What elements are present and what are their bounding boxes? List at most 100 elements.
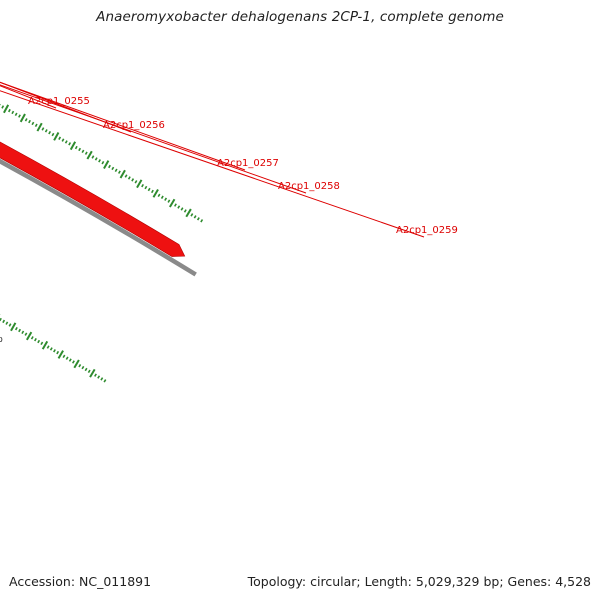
tick-mark-outer [74, 145, 78, 150]
tick-mark-outer [124, 174, 128, 178]
tick-mark-scale [103, 379, 107, 383]
gene-leader-line [0, 85, 57, 109]
tick-mark-outer [190, 213, 194, 217]
tick-mark-outer [131, 178, 135, 182]
tick-mark-outer [136, 179, 143, 189]
tick-mark-scale [100, 377, 104, 381]
tick-mark-scale [46, 345, 50, 349]
tick-mark-scale [25, 331, 33, 341]
tick-mark-scale [62, 354, 66, 359]
tick-mark-outer [119, 169, 126, 179]
tick-mark-outer [174, 203, 177, 207]
tick-mark-outer [86, 150, 93, 160]
tick-mark-outer [31, 121, 35, 126]
gene-label-A2cp1_0255[interactable]: A2cp1_0255 [28, 96, 90, 107]
tick-mark-scale [34, 337, 37, 342]
tick-mark-outer [24, 118, 28, 122]
backbone [0, 158, 197, 277]
tick-mark-outer [98, 159, 101, 163]
tick-mark-scale [78, 364, 82, 368]
accession-text: Accession: NC_011891 [9, 574, 152, 589]
tick-mark-outer [127, 176, 131, 180]
tick-mark-outer [58, 136, 62, 140]
tick-mark-outer [134, 180, 138, 184]
tick-mark-scale [71, 360, 75, 364]
tick-mark-outer [177, 205, 181, 209]
tick-mark-scale [89, 368, 96, 378]
tick-mark-outer [101, 160, 105, 165]
tick-mark-scale [94, 373, 97, 377]
tick-mark-outer [160, 195, 164, 199]
map-title: Anaeromyxobacter dehalogenans 2CP-1, com… [96, 9, 504, 25]
tick-mark-outer [84, 151, 88, 155]
inner-cds-track [0, 84, 186, 257]
tick-mark-scale [65, 356, 69, 360]
tick-mark-outer [150, 189, 154, 194]
tick-mark-outer [141, 183, 145, 188]
tick-mark-scale [2, 319, 6, 324]
tick-mark-outer [169, 198, 176, 208]
tick-mark-scale [87, 369, 91, 374]
tick-mark-scale [37, 339, 41, 344]
tick-mark-outer [185, 208, 192, 218]
tick-mark-scale [5, 321, 9, 325]
tick-mark-outer [68, 142, 72, 146]
gene-labels: A2cp1_0255 A2cp1_0256 A2cp1_0257 A2cp1_0258… [0, 81, 458, 238]
tick-mark-scale [40, 341, 44, 346]
scale-labels: 277 kbp278 kbp279 kbp280 kbp281 kbp282 k… [0, 335, 3, 345]
tick-mark-scale [84, 367, 88, 372]
tick-mark-scale [10, 322, 17, 332]
tick-mark-outer [14, 112, 18, 116]
genome-summary-text: Topology: circular; Length: 5,029,329 bp… [247, 574, 591, 589]
gene-leader-line [0, 81, 246, 171]
tick-mark-outer [200, 219, 204, 223]
cds-arrow-6[interactable] [0, 84, 186, 257]
gene-label-A2cp1_0257[interactable]: A2cp1_0257 [217, 158, 279, 169]
tick-mark-outer [41, 127, 45, 131]
tick-mark-scale [21, 330, 25, 335]
tick-mark-outer [111, 166, 115, 171]
tick-marks [0, 103, 204, 383]
tick-mark-scale [73, 359, 80, 369]
tick-mark-outer [94, 157, 98, 161]
tick-mark-outer [69, 141, 77, 151]
tick-mark-scale [14, 326, 18, 331]
tick-mark-outer [18, 114, 21, 118]
tick-mark-scale [8, 323, 12, 327]
tick-mark-outer [183, 209, 187, 213]
tick-mark-outer [117, 170, 121, 174]
tick-mark-scale [49, 347, 53, 351]
tick-mark-scale [97, 375, 101, 379]
tick-mark-outer [81, 149, 85, 154]
tick-mark-outer [11, 110, 15, 115]
gene-leader-line [0, 84, 307, 194]
genome-backbone-line [0, 158, 197, 277]
tick-mark-outer [64, 140, 68, 144]
tick-mark-outer [1, 105, 5, 109]
tick-mark-outer [61, 138, 65, 142]
tick-mark-outer [51, 132, 55, 137]
tick-mark-outer [36, 122, 43, 132]
tick-mark-outer [108, 164, 111, 169]
tick-mark-outer [147, 187, 151, 192]
tick-mark-scale [53, 349, 56, 353]
tick-mark-outer [167, 199, 171, 203]
tick-mark-outer [164, 197, 168, 201]
gene-label-A2cp1_0256[interactable]: A2cp1_0256 [103, 120, 165, 131]
tick-mark-outer [44, 129, 48, 133]
tick-mark-outer [48, 130, 52, 135]
tick-mark-outer [7, 108, 11, 113]
tick-mark-outer [193, 215, 197, 219]
tick-mark-scale [41, 340, 49, 350]
tick-mark-scale [24, 332, 28, 336]
gene-label-A2cp1_0259[interactable]: A2cp1_0259 [396, 225, 458, 236]
tick-mark-outer [152, 188, 159, 198]
tick-mark-scale [57, 350, 64, 359]
tick-mark-outer [180, 207, 184, 211]
scale-label: 288 kbp [0, 335, 3, 345]
tick-mark-scale [68, 358, 72, 362]
tick-mark-outer [78, 147, 82, 152]
gene-label-A2cp1_0258[interactable]: A2cp1_0258 [278, 181, 340, 192]
